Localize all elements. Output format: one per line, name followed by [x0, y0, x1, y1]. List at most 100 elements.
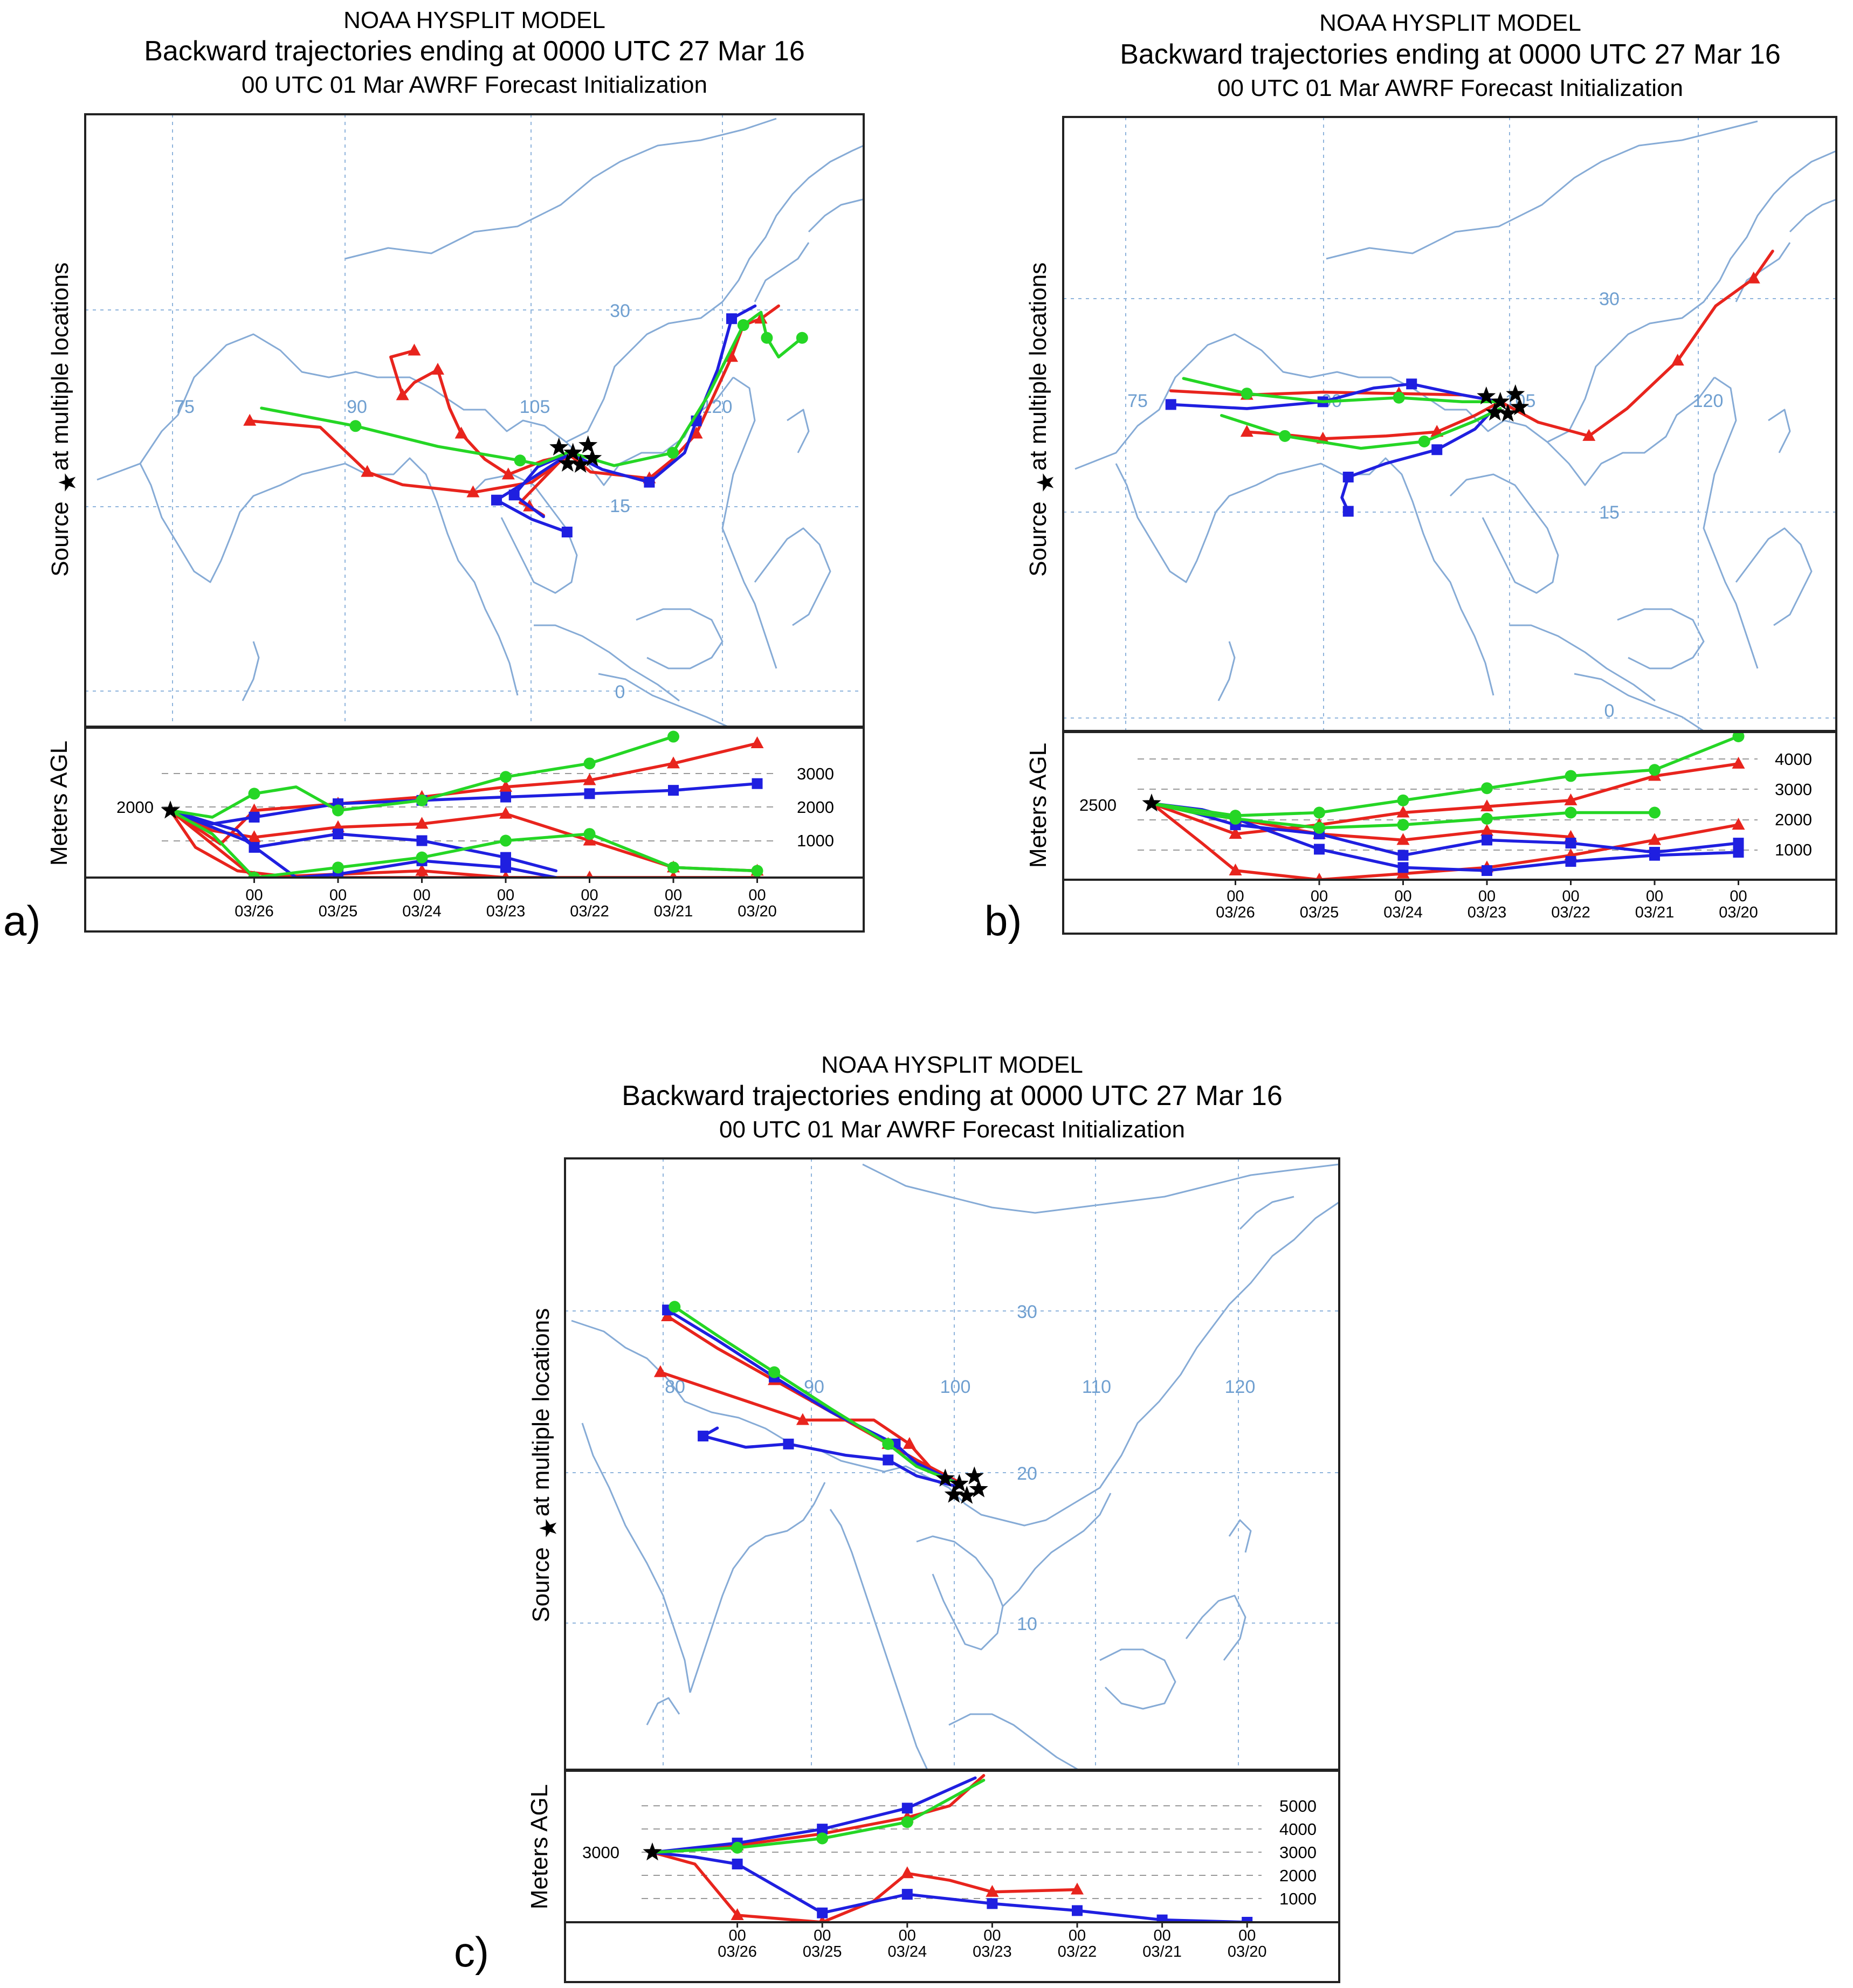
panel-c-green-height-marker	[901, 1816, 913, 1828]
panel-c-height-panel: Meters AGL 5000 4000 3000 2000 1000 3000…	[526, 1774, 1339, 1961]
panel-b-map-frame	[1062, 116, 1837, 732]
panel-a-red-height-marker	[415, 864, 429, 876]
panel-b-blue-height-marker	[1565, 856, 1576, 867]
panel-c-blue-height-trace	[651, 1776, 977, 1854]
panel-c-hour-label: 00	[728, 1927, 746, 1944]
panel-b-source-axis-label: Source ★ at multiple locations	[1025, 263, 1059, 577]
panel-a-height-traces	[161, 730, 764, 879]
panel-b-green-trajectory-marker	[1418, 435, 1430, 447]
panel-a-hour-label: 00	[245, 887, 263, 904]
panel-a-lat-label: 0	[615, 682, 625, 702]
panel-a-date-label: 03/22	[570, 903, 609, 920]
panel-c-green-height-marker	[816, 1832, 829, 1845]
panel-a-source-star-icon	[558, 453, 577, 472]
panel-c-red-height-trace	[651, 1774, 986, 1854]
panel-b-green-height-marker	[1313, 822, 1325, 834]
panel-a-green-height-marker	[751, 865, 763, 877]
panel-c-ytick: 1000	[1279, 1889, 1317, 1908]
panel-a-green-height-marker	[416, 794, 428, 806]
panel-c-date-label: 03/24	[888, 1943, 927, 1961]
panel-b-green-height-marker	[1397, 819, 1409, 831]
panel-c-hour-label: 00	[1069, 1927, 1086, 1944]
panel-c-height-traces	[643, 1774, 1253, 1923]
panel-c-red-trajectory	[659, 1370, 961, 1487]
panel-b-green-trajectory	[1182, 377, 1502, 404]
panel-b-red-height-marker	[1648, 833, 1661, 845]
panel-b-red-height-marker	[1480, 824, 1493, 836]
panel-c-blue-trajectory-marker	[698, 1431, 709, 1442]
panel-c-source-star-icon	[965, 1466, 984, 1485]
panel-b-blue-height-marker	[1649, 850, 1660, 861]
panel-c-blue-height-marker	[1072, 1905, 1083, 1916]
panel-a-green-height-marker	[500, 771, 512, 783]
panel-b-red-height-marker	[1732, 756, 1745, 769]
panel-c-hour-label: 00	[899, 1927, 916, 1944]
panel-b-red-trajectory	[1499, 250, 1774, 438]
panel-c-blue-trajectory-marker	[883, 1454, 894, 1466]
panel-b-red-trajectory-marker	[1582, 429, 1596, 441]
panel-b-red-height-marker	[1396, 833, 1410, 845]
panel-b-lat-label: 15	[1599, 502, 1620, 523]
panel-a-hour-label: 00	[329, 887, 347, 904]
panel-a-locations-text: at multiple locations	[47, 263, 73, 471]
panel-b-height-panel: Meters AGL 4000 3000 2000 1000 2500 0003…	[1025, 732, 1836, 921]
panel-b-green-height-marker	[1565, 806, 1577, 819]
panel-c-blue-height-marker	[1156, 1914, 1168, 1923]
panel-c-lon-label: 110	[1082, 1377, 1111, 1397]
panel-a-blue-trajectory-marker	[644, 477, 655, 488]
panel-b-red-height-marker	[1480, 799, 1493, 812]
panel-a-date-label: 03/20	[738, 903, 777, 920]
panel-b-red-trajectory-marker	[1747, 271, 1760, 284]
panel-a-blue-trajectory-marker	[726, 313, 737, 325]
panel-b-red-height-marker	[1316, 873, 1322, 879]
panel-c-date-label: 03/22	[1058, 1943, 1097, 1961]
panel-b-green-trajectory-marker	[1279, 430, 1291, 442]
panel-c-date-axis: 0003/260003/250003/240003/230003/220003/…	[718, 1922, 1266, 1961]
panel-b-lon-label: 120	[1693, 391, 1724, 411]
panel-a-green-height-marker	[416, 851, 428, 864]
panel-b-green-trajectory	[1220, 407, 1502, 450]
panel-b-source-star-icon	[1477, 386, 1496, 405]
panel-c-red-trajectory-marker	[796, 1413, 809, 1425]
panel-a-green-trajectory-marker	[349, 420, 362, 432]
panel-b-red-height-marker	[1229, 827, 1242, 839]
panel-a-red-trajectory-marker	[454, 426, 468, 439]
panel-c-date-label: 03/25	[803, 1943, 842, 1961]
panel-a-ytick: 2000	[797, 798, 834, 817]
panel-b-lat-label: 0	[1604, 701, 1615, 721]
panel-a-lon-label: 105	[520, 397, 550, 417]
panel-b-green-height-trace	[1150, 802, 1656, 830]
panel-b-model-title: NOAA HYSPLIT MODEL	[1319, 10, 1581, 36]
panel-c-map-frame	[564, 1157, 1340, 1771]
panel-a-green-trajectory-marker	[667, 447, 679, 459]
panel-a-date-label: 03/23	[486, 903, 526, 920]
panel-a-blue-trajectory-marker	[508, 489, 520, 501]
panel-a-green-height-marker	[248, 788, 260, 800]
panel-b-hour-label: 00	[1646, 888, 1663, 905]
panel-b-date-label: 03/22	[1551, 904, 1590, 921]
panel-b-blue-height-marker	[1397, 850, 1409, 861]
panel-a-blue-trajectory	[512, 452, 569, 519]
panel-b-locations-text: at multiple locations	[1025, 263, 1051, 471]
panel-b: b) NOAA HYSPLIT MODEL Backward trajector…	[984, 10, 1837, 944]
panel-c-source-star-icon: ★	[535, 1517, 562, 1538]
panel-a-blue-height-marker	[668, 785, 679, 796]
panel-b-ytick: 4000	[1775, 750, 1812, 769]
panel-c-model-title: NOAA HYSPLIT MODEL	[821, 1052, 1083, 1078]
panel-b-hour-label: 00	[1562, 888, 1579, 905]
panel-b-green-height-marker	[1481, 812, 1493, 825]
panel-c-blue-height-marker	[987, 1898, 998, 1909]
panel-b-hour-label: 00	[1394, 888, 1411, 905]
panel-c-green-trajectory-marker	[669, 1301, 681, 1313]
panel-c-green-trajectory-marker	[768, 1366, 781, 1378]
panel-a-red-trajectory-marker	[501, 467, 515, 480]
panel-c-red-trajectory	[666, 1315, 961, 1484]
panel-c-hour-label: 00	[1153, 1927, 1170, 1944]
panel-c-blue-height-marker	[732, 1859, 743, 1869]
panel-b-blue-trajectory-marker	[1342, 472, 1354, 483]
panel-a-trajectories	[243, 304, 808, 537]
panel-b-green-trajectory-marker	[1241, 388, 1253, 400]
panel-b-date-label: 03/21	[1635, 904, 1675, 921]
panel-a-hour-label: 00	[413, 887, 430, 904]
panel-c-date-label: 03/23	[973, 1943, 1012, 1961]
